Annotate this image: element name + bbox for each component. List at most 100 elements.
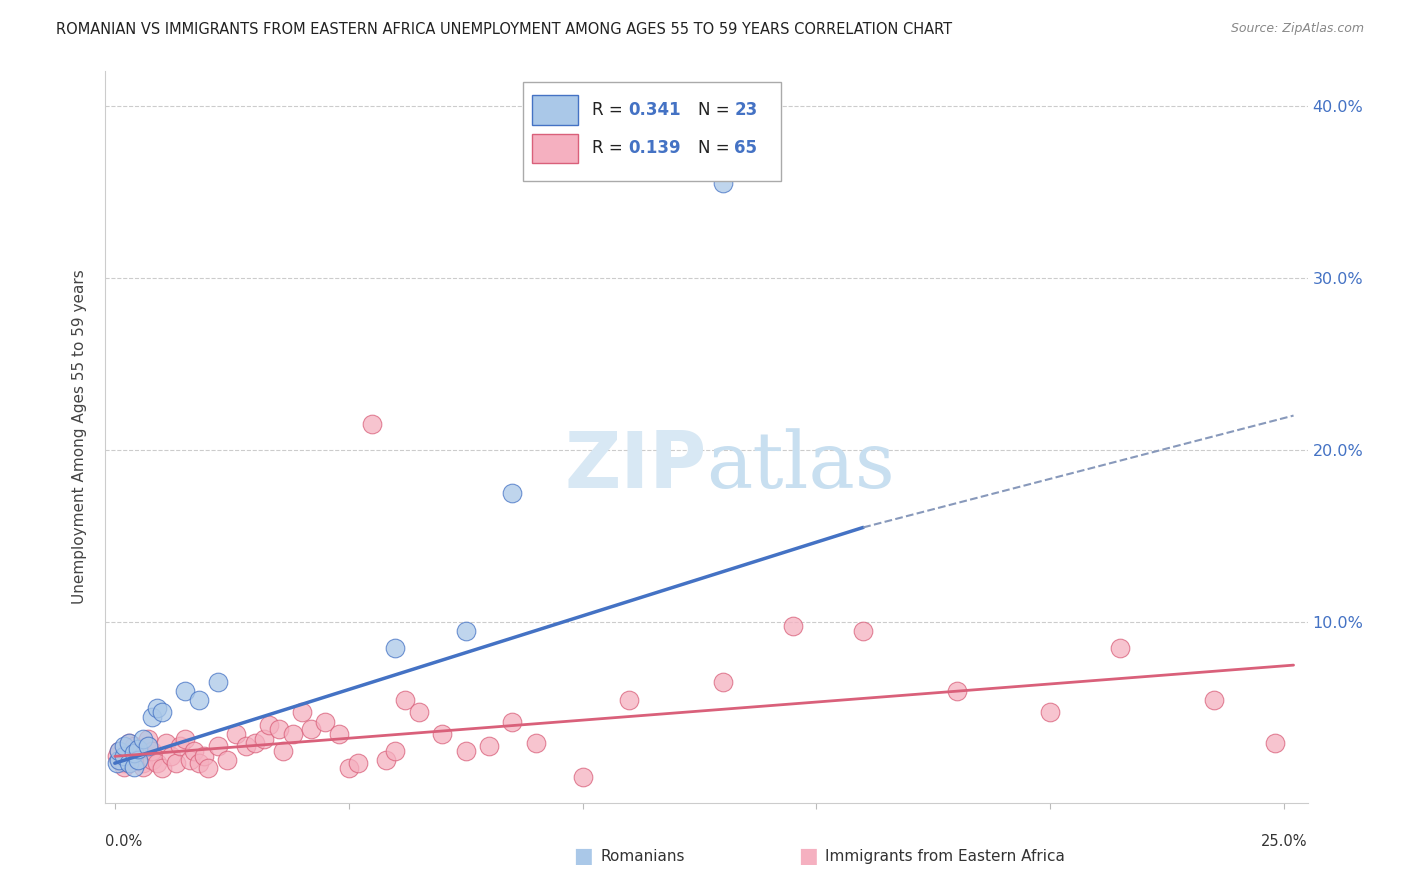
Point bbox=[132, 756, 155, 771]
Point bbox=[1264, 735, 1286, 749]
Text: ■: ■ bbox=[799, 847, 818, 866]
Text: R =: R = bbox=[592, 139, 628, 157]
Point bbox=[375, 753, 398, 767]
Text: 0.341: 0.341 bbox=[628, 101, 681, 120]
Point bbox=[118, 735, 141, 749]
Point bbox=[108, 744, 131, 758]
Point bbox=[454, 624, 477, 638]
Point bbox=[571, 770, 593, 784]
Point bbox=[136, 739, 159, 753]
Point bbox=[118, 756, 141, 771]
Text: ZIP: ZIP bbox=[564, 428, 707, 504]
Point bbox=[112, 739, 135, 753]
Text: Immigrants from Eastern Africa: Immigrants from Eastern Africa bbox=[825, 849, 1066, 863]
Point bbox=[174, 732, 197, 747]
Text: 65: 65 bbox=[734, 139, 758, 157]
Point bbox=[852, 624, 875, 638]
Text: 0.139: 0.139 bbox=[628, 139, 681, 157]
Point bbox=[188, 756, 211, 771]
Point bbox=[299, 722, 322, 736]
Point bbox=[141, 744, 163, 758]
Point bbox=[132, 759, 155, 773]
Point bbox=[501, 486, 523, 500]
Point bbox=[619, 692, 641, 706]
Point bbox=[361, 417, 384, 432]
Point bbox=[132, 732, 155, 747]
Point bbox=[105, 749, 128, 764]
Y-axis label: Unemployment Among Ages 55 to 59 years: Unemployment Among Ages 55 to 59 years bbox=[72, 269, 87, 605]
Point bbox=[122, 759, 145, 773]
Point bbox=[257, 718, 280, 732]
Point bbox=[337, 761, 360, 775]
Text: ■: ■ bbox=[574, 847, 593, 866]
Point bbox=[122, 739, 145, 753]
Point bbox=[711, 176, 734, 190]
Point bbox=[112, 756, 135, 771]
Point bbox=[235, 739, 257, 753]
Point bbox=[945, 684, 967, 698]
Point bbox=[146, 701, 169, 715]
Point bbox=[146, 756, 169, 771]
Point bbox=[711, 675, 734, 690]
Point bbox=[136, 739, 159, 753]
Point bbox=[501, 714, 523, 729]
Point bbox=[207, 739, 229, 753]
Text: 23: 23 bbox=[734, 101, 758, 120]
Point bbox=[122, 746, 145, 760]
Point bbox=[225, 727, 247, 741]
Point bbox=[127, 753, 149, 767]
Point bbox=[408, 705, 430, 719]
Point bbox=[108, 753, 131, 767]
Point bbox=[112, 759, 135, 773]
FancyBboxPatch shape bbox=[523, 82, 782, 181]
Point bbox=[782, 618, 804, 632]
Point bbox=[384, 640, 406, 655]
Point bbox=[267, 722, 290, 736]
Text: 0.0%: 0.0% bbox=[105, 834, 142, 849]
Point bbox=[193, 749, 215, 764]
Point bbox=[150, 705, 173, 719]
Point bbox=[127, 746, 149, 760]
Point bbox=[394, 692, 416, 706]
Text: R =: R = bbox=[592, 101, 628, 120]
Point bbox=[118, 735, 141, 749]
Point bbox=[188, 692, 211, 706]
Point bbox=[127, 753, 149, 767]
Point bbox=[127, 742, 149, 756]
Point bbox=[478, 739, 501, 753]
Point bbox=[155, 735, 177, 749]
Point bbox=[1202, 692, 1225, 706]
Point bbox=[243, 735, 266, 749]
Text: N =: N = bbox=[699, 101, 735, 120]
Point bbox=[271, 744, 294, 758]
Point bbox=[122, 749, 145, 764]
Point bbox=[197, 761, 219, 775]
Point bbox=[1039, 705, 1062, 719]
Point bbox=[136, 732, 159, 747]
Point bbox=[291, 705, 314, 719]
Point bbox=[174, 684, 197, 698]
Point bbox=[183, 744, 205, 758]
Point bbox=[141, 753, 163, 767]
Text: atlas: atlas bbox=[707, 428, 896, 504]
Point bbox=[112, 749, 135, 764]
Point bbox=[141, 710, 163, 724]
Point bbox=[384, 744, 406, 758]
Point bbox=[281, 727, 304, 741]
FancyBboxPatch shape bbox=[533, 134, 578, 162]
Point bbox=[524, 735, 547, 749]
Point bbox=[207, 675, 229, 690]
Point bbox=[165, 756, 187, 771]
Point bbox=[1109, 640, 1132, 655]
FancyBboxPatch shape bbox=[533, 95, 578, 125]
Point bbox=[108, 744, 131, 758]
Point bbox=[454, 744, 477, 758]
Text: 25.0%: 25.0% bbox=[1261, 834, 1308, 849]
Point bbox=[108, 753, 131, 767]
Point bbox=[150, 761, 173, 775]
Point bbox=[215, 753, 238, 767]
Point bbox=[253, 732, 276, 747]
Text: Source: ZipAtlas.com: Source: ZipAtlas.com bbox=[1230, 22, 1364, 36]
Point bbox=[432, 727, 454, 741]
Point bbox=[118, 756, 141, 771]
